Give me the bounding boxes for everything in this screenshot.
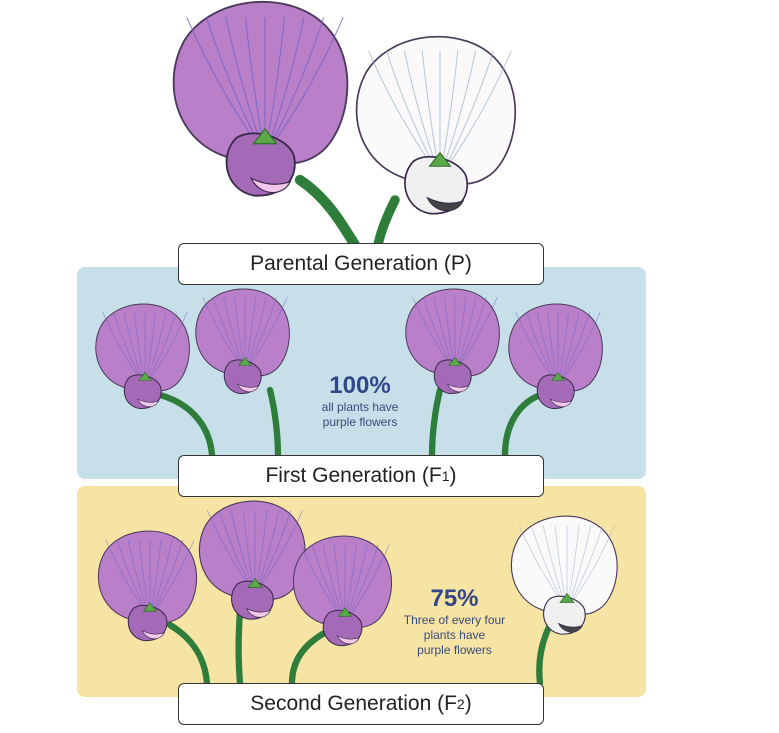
- second-generation-paren: ): [464, 692, 472, 715]
- f2-statistic: 75% Three of every four plants have purp…: [392, 585, 517, 658]
- first-generation-paren: ): [449, 464, 457, 487]
- f2-desc-line2: plants have: [423, 628, 486, 642]
- f2-flower-3: [288, 535, 393, 687]
- second-generation-label: Second Generation (F 2): [178, 683, 544, 725]
- f1-flower-4: [501, 303, 603, 459]
- first-generation-label: First Generation (F 1): [178, 455, 544, 497]
- f1-statistic: 100% all plants have purple flowers: [300, 372, 420, 430]
- first-generation-text: First Generation (F: [265, 464, 442, 487]
- f1-desc-line1: all plants have: [321, 400, 399, 414]
- f1-flower-3: [405, 288, 500, 459]
- parental-purple-flower: [172, 0, 361, 251]
- f2-flower-2: [198, 500, 306, 687]
- f1-flower-1: [95, 303, 216, 459]
- parental-white-flower: [355, 35, 517, 250]
- f1-flower-2: [195, 288, 290, 459]
- f2-percent: 75%: [430, 585, 479, 612]
- f1-desc-line2: purple flowers: [322, 415, 398, 429]
- first-generation-subscript: 1: [441, 468, 450, 484]
- second-generation-text: Second Generation (F: [250, 692, 457, 715]
- f2-desc-line1: Three of every four: [403, 613, 506, 627]
- f2-flower-1: [97, 530, 211, 687]
- parental-generation-text: Parental Generation (P): [250, 252, 472, 275]
- parental-generation-label: Parental Generation (P): [178, 243, 544, 285]
- f1-percent: 100%: [329, 372, 391, 399]
- f2-desc-line3: purple flowers: [417, 643, 492, 657]
- f2-white-flower: [510, 515, 618, 687]
- second-generation-subscript: 2: [456, 696, 465, 712]
